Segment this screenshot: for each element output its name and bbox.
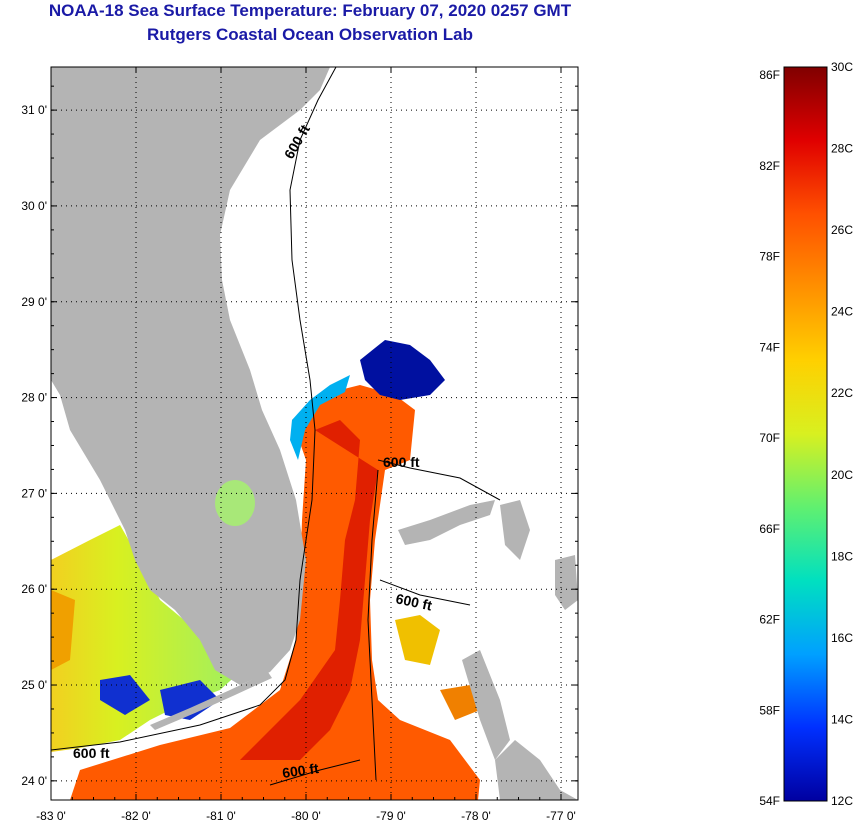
northern-cold-patch	[360, 340, 445, 400]
lat-tick-label: 30 0'	[21, 199, 47, 213]
map-title: NOAA-18 Sea Surface Temperature: Februar…	[48, 1, 572, 20]
lon-tick-label: -83 0'	[36, 809, 66, 823]
colorbar-f-label: 66F	[759, 522, 780, 536]
florida-keys	[150, 672, 272, 730]
temperature-colorbar	[783, 66, 828, 802]
gulf-stream-hot-core	[240, 420, 378, 760]
lat-tick-label: 31 0'	[21, 103, 47, 117]
colorbar-c-label: 12C	[831, 794, 853, 808]
florida-landmass	[51, 67, 330, 685]
latitude-axis: 24 0' 25 0' 26 0' 27 0' 28 0' 29 0' 30 0' 31 0'	[21, 85, 578, 788]
bahamas-warm-patch	[395, 615, 440, 665]
colorbar-celsius-labels: 30C 28C 26C 24C 22C 20C 18C 16C 14C 12C	[831, 60, 853, 808]
lat-tick-label: 29 0'	[21, 295, 47, 309]
colorbar-f-label: 62F	[759, 613, 780, 627]
colorbar-f-label: 78F	[759, 250, 780, 264]
colorbar-c-label: 30C	[831, 60, 853, 74]
contour-label-bahamas: 600 ft	[394, 590, 433, 613]
eleuthera-island	[555, 555, 578, 610]
colorbar-f-label: 54F	[759, 794, 780, 808]
colorbar-f-label: 70F	[759, 431, 780, 445]
gulf-cold-patch	[160, 680, 220, 720]
colorbar-c-label: 16C	[831, 631, 853, 645]
lake-okeechobee	[215, 480, 255, 526]
graticule-grid	[51, 67, 578, 800]
grand-bahama-island	[398, 500, 495, 545]
colorbar-fahrenheit-labels: 86F 82F 78F 74F 70F 66F 62F 58F 54F	[759, 68, 780, 808]
contour-label-south: 600 ft	[281, 760, 320, 781]
isobath-600ft	[51, 67, 501, 786]
gulf-stream-sst	[70, 385, 480, 800]
lon-tick-label: -77 0'	[546, 809, 576, 823]
lat-tick-label: 28 0'	[21, 391, 47, 405]
florida-bay-cold-patch	[100, 675, 150, 715]
lon-tick-label: -81 0'	[206, 809, 236, 823]
map-frame	[50, 66, 579, 801]
lat-tick-label: 25 0'	[21, 678, 47, 692]
colorbar-f-label: 86F	[759, 68, 780, 82]
bahamas-warm-patch-2	[440, 685, 480, 720]
lon-tick-label: -82 0'	[121, 809, 151, 823]
map-subtitle: Rutgers Coastal Ocean Observation Lab	[147, 25, 473, 44]
lat-tick-label: 26 0'	[21, 582, 47, 596]
andros-island	[462, 650, 510, 760]
contour-label-keys: 600 ft	[73, 745, 110, 761]
colorbar-c-label: 14C	[831, 712, 853, 726]
contour-label-east: 600 ft	[383, 454, 420, 470]
colorbar-f-label: 58F	[759, 703, 780, 717]
gulf-stream-cool-edge	[290, 375, 350, 460]
colorbar-c-label: 24C	[831, 305, 853, 319]
abaco-island	[500, 500, 530, 560]
colorbar-c-label: 20C	[831, 468, 853, 482]
colorbar-c-label: 26C	[831, 223, 853, 237]
lon-tick-label: -78 0'	[461, 809, 491, 823]
map-area: 600 ft 600 ft 600 ft 600 ft 600 ft	[51, 67, 578, 800]
lon-tick-label: -79 0'	[376, 809, 406, 823]
colorbar-c-label: 22C	[831, 386, 853, 400]
lat-tick-label: 27 0'	[21, 486, 47, 500]
cuba-north-coast	[495, 740, 578, 800]
colorbar-c-label: 18C	[831, 549, 853, 563]
lat-tick-label: 24 0'	[21, 774, 47, 788]
lon-tick-label: -80 0'	[291, 809, 321, 823]
colorbar-c-label: 28C	[831, 142, 853, 156]
longitude-axis: -83 0' -82 0' -81 0' -80 0' -79 0' -78 0' -77 …	[36, 67, 576, 823]
colorbar-f-label: 74F	[759, 340, 780, 354]
colorbar-f-label: 82F	[759, 159, 780, 173]
gulf-warm-edge	[51, 590, 75, 670]
